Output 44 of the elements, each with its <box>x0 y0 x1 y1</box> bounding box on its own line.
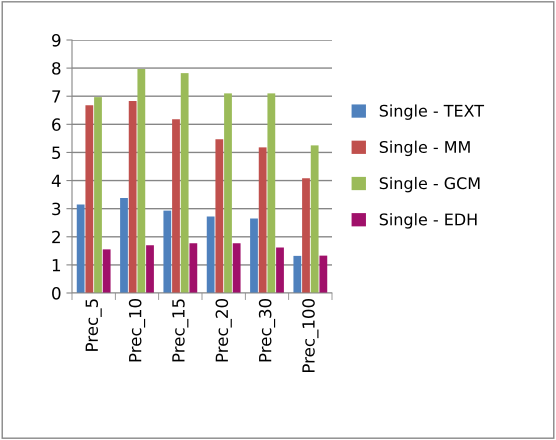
bar <box>137 68 146 293</box>
bar <box>206 216 215 293</box>
y-tick-label: 7 <box>52 90 60 103</box>
bar <box>163 210 172 293</box>
bar <box>302 178 310 293</box>
bar <box>310 145 319 293</box>
bar <box>128 101 137 293</box>
bar <box>189 243 198 293</box>
bar <box>293 256 302 293</box>
bar <box>258 147 267 293</box>
legend-label: Single - EDH <box>380 213 477 229</box>
x-tick-label: Prec_20 <box>216 298 232 362</box>
y-tick-label: 3 <box>52 202 60 216</box>
x-tick-label: Prec_30 <box>258 298 276 362</box>
bar <box>172 119 180 293</box>
bar <box>94 97 102 293</box>
y-tick-label: 9 <box>52 34 60 47</box>
y-tick-label: 2 <box>52 230 60 244</box>
legend-label: Single - GCM <box>380 176 480 192</box>
bar <box>224 93 232 293</box>
bar <box>232 243 241 293</box>
x-tick-label: Prec_5 <box>86 299 102 351</box>
legend-label: Single - MM <box>380 140 470 156</box>
bar <box>76 204 85 293</box>
bar <box>102 249 111 293</box>
legend-label: Single - TEXT <box>380 104 484 120</box>
bar <box>250 218 258 293</box>
bar <box>120 198 128 293</box>
bar <box>319 256 328 293</box>
y-tick-label: 1 <box>52 259 60 272</box>
y-tick-label: 0 <box>52 286 60 300</box>
y-tick-label: 6 <box>52 118 61 131</box>
y-tick-label: 5 <box>52 146 60 160</box>
x-tick-label: Prec_10 <box>128 298 146 362</box>
bar <box>85 105 94 293</box>
y-tick-label: 8 <box>52 62 60 75</box>
y-tick-label: 4 <box>52 174 61 187</box>
bar <box>276 247 284 293</box>
x-tick-label: Prec_15 <box>172 299 188 362</box>
x-tick-label: Prec_100 <box>302 298 318 372</box>
bar <box>215 139 224 293</box>
bar <box>180 73 189 293</box>
bar <box>267 93 276 293</box>
bar <box>146 245 154 293</box>
